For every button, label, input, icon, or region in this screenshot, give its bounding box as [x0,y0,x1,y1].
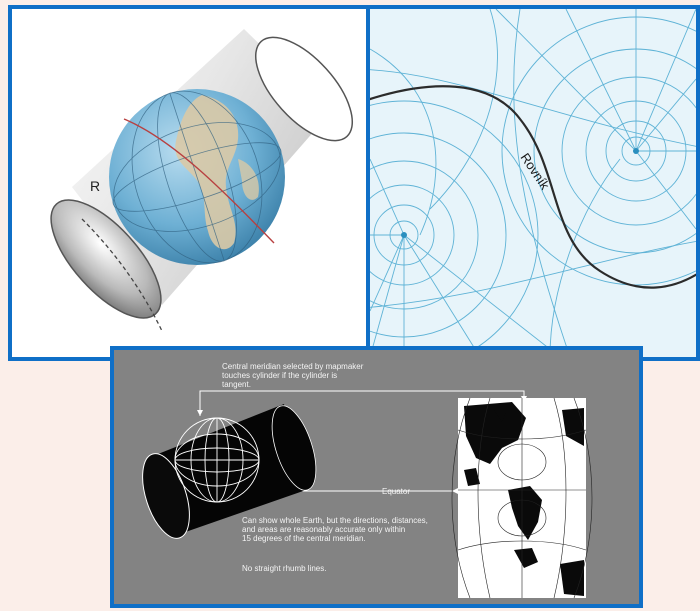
cylinder-bottom-opening [50,199,162,319]
equator-arrow-right [452,488,458,494]
black-cylinder [158,404,306,536]
explanatory-diagram-panel: Central meridian selected by mapmaker to… [110,346,643,608]
callout-lines [199,390,525,492]
tm-graticule: Rovník [370,9,696,357]
cylinder-illustration: R [50,29,354,332]
cylinder-projection-panel: R [8,5,370,361]
cylinder-top-opening [254,36,354,142]
pole-point-left [401,232,407,238]
equator-caption: Equator [382,487,411,496]
radius-label: R [90,178,100,194]
cylinder-rim-dashed [81,218,163,332]
wire-globe [174,417,260,503]
graticule-lines [370,9,696,357]
equator-curve [370,85,696,289]
transverse-mercator-panel: Rovník [366,5,700,361]
diagram-illustration [142,390,593,599]
meridian-note: Central meridian selected by mapmaker to… [222,362,364,389]
tm-world-map [451,397,593,599]
earth-globe [109,89,285,265]
accuracy-note: Can show whole Earth, but the directions… [242,516,428,543]
cylinder-end-right [271,405,317,491]
callout-arrow-up [197,410,203,416]
rhumb-note: No straight rhumb lines. [242,564,327,573]
pole-point-right [633,148,639,154]
